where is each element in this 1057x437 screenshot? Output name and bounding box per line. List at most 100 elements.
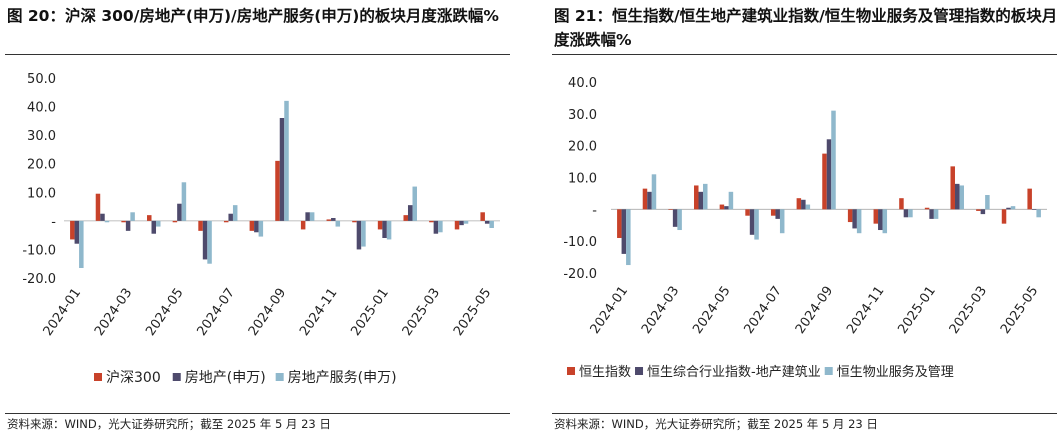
source-note: 资料来源：WIND，光大证券研究所；截至 2025 年 5 月 23 日 xyxy=(554,417,878,431)
bar-3-2025-01 xyxy=(386,220,392,240)
legend-swatch xyxy=(635,367,644,375)
bar-3-2024-03 xyxy=(677,209,682,231)
y-tick-label: 50.0 xyxy=(27,72,56,87)
legend-label: 房地产(申万) xyxy=(185,370,266,386)
bar-1-2025-01 xyxy=(924,207,930,210)
x-tick-label: 2025-03 xyxy=(947,284,990,337)
bar-2-2024-11 xyxy=(331,218,336,221)
bar-2-2025-04 xyxy=(459,220,464,226)
source-rule xyxy=(552,413,1057,414)
bar-2-2025-03 xyxy=(980,209,986,215)
legend-label: 恒生物业服务及管理 xyxy=(837,364,954,380)
bar-3-2024-12 xyxy=(361,220,366,247)
bar-3-2025-03 xyxy=(438,220,443,233)
bar-3-2024-04 xyxy=(156,220,161,227)
bar-1-2024-07 xyxy=(770,209,776,216)
bar-1-2025-04 xyxy=(454,220,460,230)
bar-3-2024-10 xyxy=(309,212,315,221)
bar-2-2024-04 xyxy=(151,220,157,234)
legend-swatch xyxy=(94,373,102,381)
bar-2-2024-05 xyxy=(724,206,729,210)
bar-1-2024-06 xyxy=(745,209,750,216)
bar-3-2025-05 xyxy=(1036,209,1041,218)
legend-swatch xyxy=(172,373,181,381)
bar-1-2024-09 xyxy=(822,153,827,210)
bar-2-2024-01 xyxy=(74,220,80,244)
y-tick-label: 30.0 xyxy=(27,129,56,144)
bar-3-2025-03 xyxy=(985,195,990,210)
x-tick-label: 2025-05 xyxy=(451,286,494,339)
x-tick-label: 2024-07 xyxy=(195,286,238,339)
x-tick-label: 2024-01 xyxy=(41,286,84,339)
bar-2-2024-01 xyxy=(621,209,627,254)
title-rule xyxy=(5,54,510,55)
bar-1-2024-04 xyxy=(694,185,699,210)
bar-1-2024-05 xyxy=(719,204,725,210)
bar-1-2025-02 xyxy=(403,215,408,221)
bar-1-2024-08 xyxy=(249,220,255,231)
bar-3-2025-02 xyxy=(959,185,964,210)
bar-1-2024-04 xyxy=(147,215,152,221)
bar-1-2024-09 xyxy=(275,160,280,221)
y-tick-label: -20.0 xyxy=(22,272,56,287)
bar-1-2025-03 xyxy=(976,209,981,211)
chart-panel-fig20: 图 20：沪深 300/房地产(申万)/房地产服务(申万)的板块月度涨跌幅% 5… xyxy=(0,0,510,437)
bar-1-2025-05 xyxy=(1027,188,1032,210)
bar-1-2024-11 xyxy=(326,219,332,221)
chart-title: 图 20：沪深 300/房地产(申万)/房地产服务(申万)的板块月度涨跌幅% xyxy=(7,7,499,25)
x-tick-label: 2024-11 xyxy=(844,284,887,337)
bar-2-2024-07 xyxy=(775,209,780,219)
bar-1-2025-03 xyxy=(429,220,434,223)
bar-3-2024-11 xyxy=(335,220,341,227)
x-tick-label: 2024-05 xyxy=(690,284,733,337)
x-tick-label: 2024-09 xyxy=(793,284,836,337)
bar-1-2024-03 xyxy=(121,220,126,223)
bar-2-2025-03 xyxy=(433,220,439,234)
legend-label: 恒生指数 xyxy=(579,365,631,380)
bar-3-2024-04 xyxy=(703,183,708,210)
bar-1-2024-02 xyxy=(95,193,101,221)
bar-3-2024-06 xyxy=(754,209,759,240)
bar-1-2024-02 xyxy=(642,188,648,210)
bar-2-2024-04 xyxy=(698,191,704,210)
bar-2-2025-05 xyxy=(1031,209,1037,210)
bar-3-2024-09 xyxy=(284,100,289,221)
bar-1-2024-01 xyxy=(617,209,622,238)
bar-3-2024-02 xyxy=(651,174,657,210)
bar-3-2025-01 xyxy=(933,209,939,219)
bar-2-2025-02 xyxy=(954,183,960,210)
bar-1-2025-01 xyxy=(377,220,383,230)
bar-2-2024-10 xyxy=(305,212,310,221)
bar-1-2024-10 xyxy=(847,209,853,223)
bar-1-2024-08 xyxy=(796,198,802,210)
chart-title: 图 21：恒生指数/恒生地产建筑业指数/恒生物业服务及管理指数的板块月度涨跌幅% xyxy=(554,7,1057,49)
legend-swatch xyxy=(567,367,575,375)
x-tick-label: 2025-03 xyxy=(400,286,443,339)
bar-2-2024-03 xyxy=(125,220,131,231)
bar-3-2025-05 xyxy=(489,220,494,228)
bar-2-2024-08 xyxy=(801,199,806,210)
bar-1-2024-12 xyxy=(352,220,357,223)
x-tick-label: 2025-05 xyxy=(998,284,1041,337)
bar-3-2024-03 xyxy=(130,212,135,221)
bar-3-2024-11 xyxy=(882,209,888,234)
bar-2-2025-01 xyxy=(929,209,934,219)
title-rule xyxy=(552,54,1057,55)
y-tick-label: 10.0 xyxy=(568,172,597,187)
bar-2-2024-12 xyxy=(903,209,909,218)
bar-3-2024-05 xyxy=(728,191,734,210)
bar-2-2025-01 xyxy=(382,220,387,238)
source-note: 资料来源：WIND，光大证券研究所；截至 2025 年 5 月 23 日 xyxy=(7,417,331,431)
bar-3-2024-01 xyxy=(79,220,84,268)
bar-3-2024-10 xyxy=(856,209,862,234)
bar-2-2025-04 xyxy=(1006,207,1011,210)
y-tick-label: 10.0 xyxy=(27,186,56,201)
bar-3-2024-02 xyxy=(104,220,110,223)
bar-3-2024-06 xyxy=(207,220,212,264)
bar-3-2024-07 xyxy=(232,205,238,221)
x-tick-label: 2024-07 xyxy=(742,284,785,337)
y-tick-label: -10.0 xyxy=(563,235,597,250)
x-tick-label: 2024-09 xyxy=(246,286,289,339)
